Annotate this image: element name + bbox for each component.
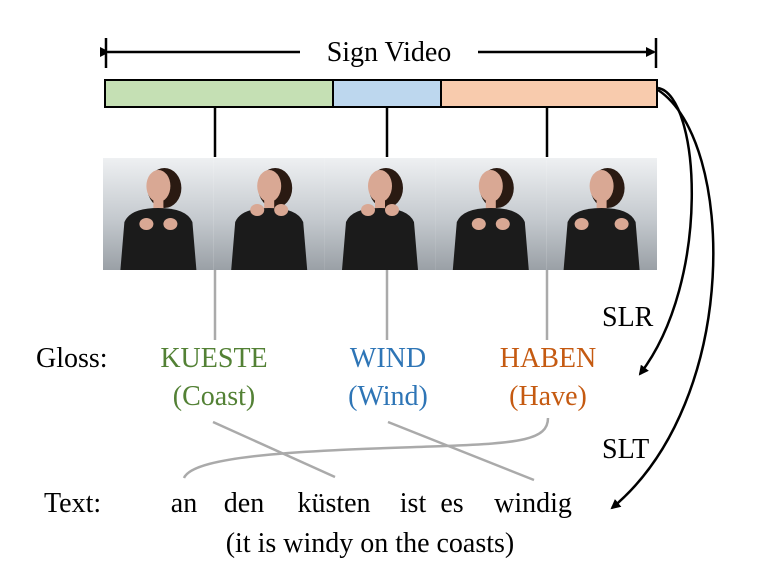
signer-neck xyxy=(596,200,607,210)
slr-arrow xyxy=(638,86,694,376)
signer-head xyxy=(589,170,614,202)
gloss-translation-haben: (Have) xyxy=(509,381,587,412)
signer-neck xyxy=(485,200,496,210)
signer-hand xyxy=(250,204,265,216)
gloss-word-wind: WIND xyxy=(350,343,426,374)
signer-hand xyxy=(139,218,154,230)
video-frame xyxy=(103,158,214,270)
segment-kueste xyxy=(104,79,334,108)
signer-neck xyxy=(153,200,164,210)
text-word-es: es xyxy=(440,488,463,519)
signer-head xyxy=(368,170,392,202)
sign-video-label: Sign Video xyxy=(327,37,452,68)
signer-body xyxy=(231,208,308,270)
segment-wind xyxy=(332,79,442,108)
signer-head xyxy=(257,170,282,202)
signer-neck xyxy=(264,200,275,210)
text-word-ist: ist xyxy=(400,488,427,519)
text-translation: (it is windy on the coasts) xyxy=(226,528,515,559)
video-frame xyxy=(213,158,325,270)
text-word-windig: windig xyxy=(494,488,572,519)
gloss-word-kueste: KUESTE xyxy=(160,343,267,374)
alignment-kueste-kuesten xyxy=(212,420,336,479)
text-word-an: an xyxy=(171,488,197,519)
slt-label: SLT xyxy=(602,434,649,465)
signer-hand xyxy=(163,218,178,230)
slt-arrow xyxy=(610,88,715,510)
signer-body xyxy=(120,208,197,270)
text-word-kuesten: küsten xyxy=(297,488,370,519)
gloss-label: Gloss: xyxy=(36,343,108,374)
signer-hand xyxy=(614,218,629,230)
signer-hand xyxy=(361,204,375,216)
signer-neck xyxy=(375,200,385,210)
signer-head xyxy=(146,170,171,202)
text-word-den: den xyxy=(224,488,264,519)
signer-head xyxy=(478,170,503,202)
signer-body xyxy=(452,208,529,270)
alignment-wind-windig xyxy=(387,420,535,482)
sign-video-span: Sign Video xyxy=(100,37,658,68)
video-frame xyxy=(324,158,436,270)
video-frame xyxy=(435,158,547,270)
signer-hand xyxy=(274,204,289,216)
alignment-haben-ist-es xyxy=(182,417,550,479)
gloss-translation-kueste: (Coast) xyxy=(173,381,255,412)
signer-hand xyxy=(385,204,399,216)
gloss-word-haben: HABEN xyxy=(500,343,596,374)
slr-label: SLR xyxy=(602,302,654,333)
signer-body xyxy=(563,208,640,270)
text-label: Text: xyxy=(44,488,101,519)
segment-bar xyxy=(104,79,658,108)
signer-hand xyxy=(495,218,510,230)
video-frames-strip xyxy=(103,158,657,270)
video-frame xyxy=(546,158,657,270)
signer-hand xyxy=(574,218,589,230)
segment-haben xyxy=(440,79,658,108)
signer-body xyxy=(342,208,418,270)
gloss-translation-wind: (Wind) xyxy=(348,381,428,412)
signer-hand xyxy=(471,218,486,230)
